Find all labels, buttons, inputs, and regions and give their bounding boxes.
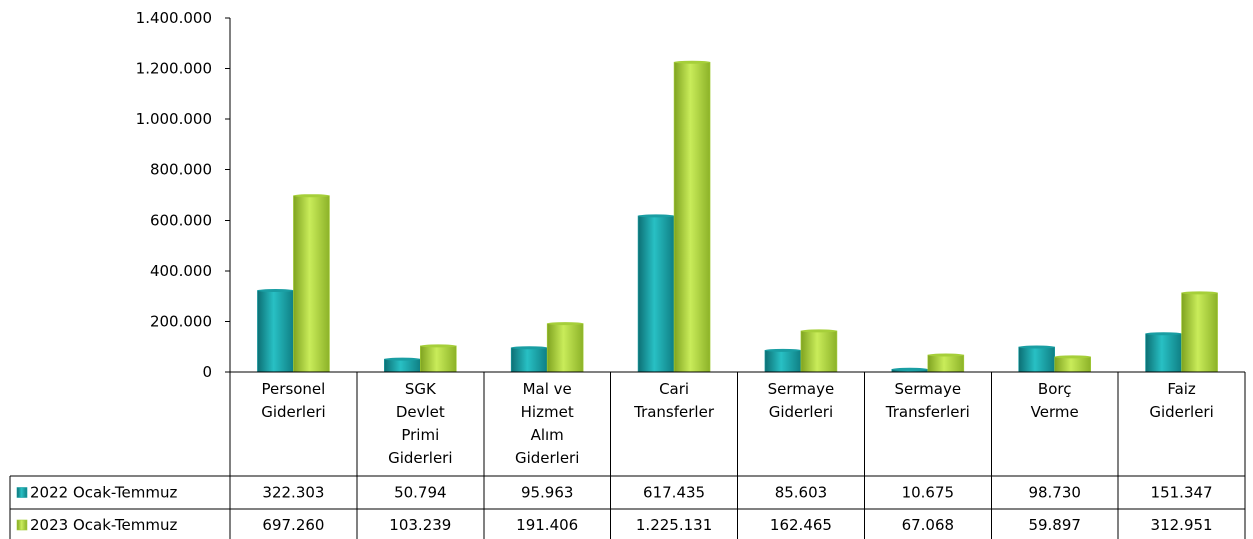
data-table-value: 67.068	[902, 516, 955, 534]
bar-cap	[764, 348, 801, 352]
data-table-value: 50.794	[394, 484, 447, 502]
data-table-value: 98.730	[1028, 484, 1081, 502]
y-tick-label: 1.400.000	[136, 9, 212, 27]
y-tick-label: 400.000	[150, 262, 212, 280]
data-table-value: 85.603	[775, 484, 828, 502]
bar	[764, 350, 802, 373]
bar	[420, 345, 457, 373]
legend-label: 2023 Ocak-Temmuz	[30, 516, 177, 534]
bar-cap	[257, 289, 294, 293]
y-tick-label: 1.200.000	[136, 60, 212, 78]
y-tick-label: 200.000	[150, 312, 212, 330]
bar	[1145, 333, 1182, 373]
bar-cap	[800, 329, 837, 333]
data-table-value: 1.225.131	[636, 516, 712, 534]
bar	[546, 323, 584, 373]
data-table-value: 162.465	[770, 516, 832, 534]
category-label: Sermaye Giderleri	[768, 380, 835, 421]
bar	[293, 195, 330, 373]
data-table-value: 697.260	[262, 516, 324, 534]
bar	[257, 290, 294, 373]
data-table-value: 10.675	[902, 484, 955, 502]
category-label: Borç Verme	[1031, 380, 1079, 421]
data-table-value: 95.963	[521, 484, 574, 502]
bar	[673, 61, 711, 373]
bar	[800, 330, 838, 373]
bar	[1181, 292, 1218, 373]
data-table-value: 103.239	[389, 516, 451, 534]
bar-cap	[511, 346, 548, 350]
data-table-value: 151.347	[1151, 484, 1213, 502]
y-tick-label: 600.000	[150, 211, 212, 229]
legend-key	[16, 487, 28, 498]
bar	[1018, 346, 1055, 373]
bar-cap	[674, 60, 711, 64]
bar-cap	[891, 367, 928, 371]
bar-cap	[1018, 345, 1055, 349]
category-label: Sermaye Transferleri	[885, 380, 970, 421]
data-table-value: 191.406	[516, 516, 578, 534]
category-label: Mal ve Hizmet Alım Giderleri	[515, 380, 579, 467]
bar-cap	[1145, 332, 1182, 336]
bars	[257, 60, 1218, 373]
y-tick-label: 800.000	[150, 161, 212, 179]
data-table: Personel Giderleri SGK Devlet Primi Giderleri…	[9, 371, 1246, 539]
bar-cap	[927, 353, 964, 357]
y-axis: 0 200.000 400.000 600.000 800.000 1.000.000 1.…	[136, 9, 231, 381]
bar-cap	[293, 194, 330, 198]
bar	[1054, 356, 1091, 373]
category-label: Personel Giderleri	[261, 380, 325, 421]
bar-cap	[420, 344, 457, 348]
legend-key	[16, 519, 28, 531]
bar	[510, 347, 548, 373]
bar-cap	[1054, 355, 1091, 359]
bar-cap	[547, 322, 584, 326]
category-label: Cari Transferler	[633, 380, 715, 421]
bar	[927, 354, 965, 373]
bar	[384, 358, 421, 373]
y-tick-label: 0	[202, 363, 212, 381]
bar-cap	[638, 214, 675, 218]
bar-cap	[1181, 291, 1218, 295]
category-label: Faiz Giderleri	[1149, 380, 1213, 421]
data-table-value: 617.435	[643, 484, 705, 502]
data-table-value: 59.897	[1028, 516, 1081, 534]
data-table-value: 322.303	[262, 484, 324, 502]
data-table-value: 312.951	[1151, 516, 1213, 534]
legend-label: 2022 Ocak-Temmuz	[30, 484, 177, 502]
y-tick-label: 1.000.000	[136, 110, 212, 128]
bar	[637, 215, 675, 373]
bar-cap	[384, 357, 421, 361]
category-label: SGK Devlet Primi Giderleri	[388, 380, 452, 467]
